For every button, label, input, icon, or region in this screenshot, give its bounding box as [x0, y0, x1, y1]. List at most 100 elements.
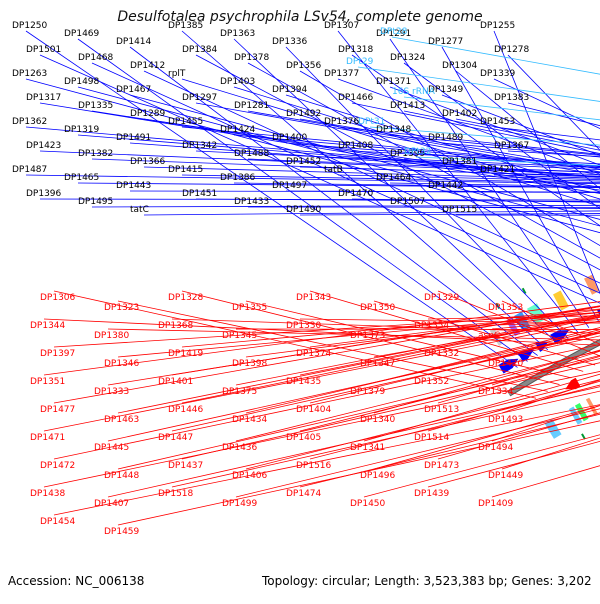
forward-gene-label: DP1424	[220, 125, 256, 135]
forward-leader-line	[285, 142, 600, 169]
reverse-gene-label: DP1405	[286, 433, 321, 443]
reverse-gene-label: DP1513	[424, 405, 459, 415]
reverse-leader-line	[181, 308, 600, 348]
forward-gene-label: DP1304	[442, 61, 478, 71]
reverse-gene-label: DP1499	[222, 499, 258, 509]
reverse-gene-label: DP1306	[40, 293, 76, 303]
reverse-leader-line	[53, 306, 600, 404]
reverse-gene-label: DP1434	[232, 415, 268, 425]
forward-leader-line	[25, 126, 600, 178]
reverse-leader-line	[245, 379, 600, 470]
reverse-gene-label: DP1449	[488, 471, 524, 481]
inner-category-block	[544, 418, 562, 439]
forward-gene-label: DP1491	[116, 133, 151, 143]
forward-gene-label: DP1421	[480, 165, 515, 175]
forward-leader-line	[389, 182, 600, 187]
forward-leader-line	[351, 102, 600, 154]
reverse-leader-line	[181, 290, 560, 385]
forward-gene-label: DP1467	[116, 85, 151, 95]
forward-leader-line	[39, 54, 600, 304]
rna-label: DPt32	[404, 147, 431, 157]
forward-gene-label: rplT	[168, 69, 186, 79]
reverse-leader-line	[181, 362, 600, 460]
forward-gene-label: DP1469	[64, 29, 100, 39]
forward-leader-line	[25, 174, 600, 185]
reverse-gene-label: DP1494	[478, 443, 514, 453]
reverse-leader-line	[117, 312, 600, 358]
forward-leader-line	[507, 102, 600, 127]
rna-label: DPt29	[346, 57, 374, 67]
forward-gene-label: DP1281	[234, 101, 269, 111]
forward-leader-line	[143, 118, 600, 188]
forward-gene-label: DP1297	[182, 93, 217, 103]
forward-gene-label: DP1381	[442, 157, 477, 167]
reverse-leader-line	[299, 354, 600, 432]
forward-gene-label: DP1371	[376, 77, 411, 87]
forward-gene-label: DP1291	[376, 29, 411, 39]
forward-leader-line	[39, 150, 600, 176]
reverse-leader-line	[117, 315, 600, 414]
forward-gene-label: DP1507	[390, 197, 425, 207]
forward-gene-label: DP1263	[12, 69, 47, 79]
forward-gene-label: DP1433	[234, 197, 269, 207]
reverse-leader-line	[181, 316, 600, 404]
reverse-leader-line	[299, 318, 600, 324]
forward-leader-line	[351, 198, 600, 203]
reverse-gene-label: DP1328	[168, 293, 204, 303]
forward-gene-label: DP1501	[26, 45, 61, 55]
reverse-leader-line	[427, 380, 600, 432]
forward-leader-line	[441, 190, 600, 193]
forward-leader-line	[233, 182, 600, 188]
forward-leader-line	[77, 86, 600, 227]
forward-gene-label: DP1383	[494, 93, 529, 103]
reverse-leader-line	[245, 300, 572, 379]
reverse-leader-line	[245, 311, 600, 358]
forward-leader-line	[91, 158, 600, 178]
forward-leader-line	[77, 38, 528, 362]
reverse-leader-line	[171, 305, 600, 376]
forward-gene-label: DP1339	[480, 69, 516, 79]
forward-gene-label: DP1378	[234, 53, 270, 63]
forward-leader-line	[299, 213, 600, 216]
forward-gene-label: DP1423	[26, 141, 61, 151]
reverse-gene-label: DP1435	[286, 377, 321, 387]
forward-gene-label: DP1377	[324, 69, 359, 79]
reverse-gene-label: DP1334	[478, 387, 514, 397]
forward-gene-arrow	[517, 349, 534, 362]
reverse-gene-label: DP1352	[414, 377, 449, 387]
reverse-gene-label: DP1401	[158, 377, 193, 387]
forward-gene-label: DP1515	[442, 205, 477, 215]
reverse-gene-label: DP1380	[94, 331, 130, 341]
forward-leader-line	[389, 38, 590, 328]
reverse-leader-line	[373, 300, 596, 366]
forward-leader-line	[285, 190, 600, 193]
reverse-gene-label: DP1355	[232, 303, 267, 313]
forward-gene-label: DP1451	[182, 189, 217, 199]
reverse-gene-label: DP1496	[360, 471, 396, 481]
forward-leader-line	[403, 206, 600, 209]
reverse-gene-label: DP1345	[222, 331, 257, 341]
forward-gene-label: DP1490	[286, 205, 322, 215]
reverse-leader-line	[309, 384, 600, 460]
reverse-leader-line	[171, 390, 600, 488]
rna-marker	[581, 433, 586, 440]
forward-leader-line	[285, 46, 569, 339]
forward-gene-label: DP1468	[78, 53, 114, 63]
forward-leader-line	[337, 174, 600, 182]
forward-gene-label: DP1488	[234, 149, 270, 159]
forward-gene-label: DP1464	[376, 173, 412, 183]
reverse-leader-line	[491, 350, 600, 386]
accession-label: Accession: NC_006138	[8, 574, 145, 588]
reverse-leader-line	[53, 344, 600, 460]
forward-gene-label: DP1348	[376, 125, 412, 135]
reverse-gene-label: DP1516	[296, 461, 332, 471]
reverse-gene-label: DP1374	[296, 349, 332, 359]
forward-leader-line	[337, 126, 600, 155]
outer-category-block	[552, 290, 569, 311]
forward-gene-label: DP1415	[168, 165, 203, 175]
forward-gene-label: DP1324	[390, 53, 426, 63]
reverse-leader-line	[501, 379, 600, 414]
forward-leader-line	[441, 94, 600, 156]
topology-label: Topology: circular; Length: 3,523,383 bp…	[262, 574, 592, 588]
